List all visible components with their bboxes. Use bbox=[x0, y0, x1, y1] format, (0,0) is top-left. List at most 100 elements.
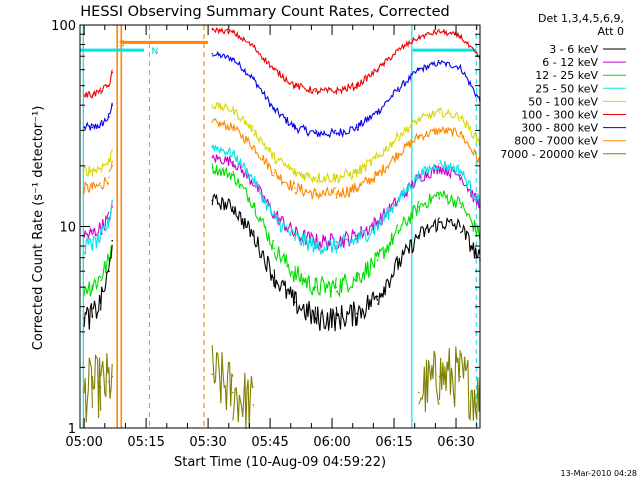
series-5-point-16 bbox=[418, 36, 420, 38]
series-2-segment-1 bbox=[91, 275, 102, 291]
series-8-point-7 bbox=[232, 391, 234, 394]
series-5-segment-17 bbox=[439, 28, 461, 39]
series-5-point-18 bbox=[459, 35, 461, 37]
series-2-point-2 bbox=[99, 276, 102, 279]
series-4-segment-17 bbox=[439, 107, 461, 122]
series-4-point-3 bbox=[108, 160, 110, 163]
series-4-point-12 bbox=[335, 176, 337, 179]
series-8-segment-0 bbox=[83, 357, 93, 423]
x-tick-label-1: 05:15 bbox=[127, 435, 164, 450]
series-0-point-18 bbox=[459, 225, 461, 228]
series-6-point-13 bbox=[356, 126, 358, 129]
series-4-segment-15 bbox=[397, 117, 420, 142]
series-0-point-3 bbox=[108, 270, 110, 273]
series-4-segment-10 bbox=[294, 168, 317, 184]
series-7-segment-10 bbox=[294, 181, 316, 200]
series-7-point-10 bbox=[294, 187, 296, 189]
series-3-segment-12 bbox=[335, 233, 358, 254]
series-2-point-12 bbox=[335, 286, 337, 288]
series-3-point-12 bbox=[335, 245, 337, 247]
series-6-segment-1 bbox=[92, 122, 102, 131]
series-2-segment-8 bbox=[253, 202, 275, 251]
series-7-point-7 bbox=[232, 126, 234, 129]
series-2-segment-0 bbox=[83, 281, 93, 297]
series-5-segment-14 bbox=[376, 48, 399, 73]
series-2-segment-10 bbox=[294, 265, 317, 296]
legend-entry-1: 6 - 12 keV bbox=[542, 56, 598, 69]
series-7-point-12 bbox=[335, 193, 337, 195]
series-0-segment-17 bbox=[439, 216, 461, 231]
series-1-point-6 bbox=[211, 156, 214, 159]
series-2-point-1 bbox=[91, 284, 94, 287]
series-7-point-9 bbox=[273, 171, 276, 174]
series-7-segment-16 bbox=[418, 127, 440, 142]
series-1-segment-7 bbox=[232, 161, 254, 187]
series-4 bbox=[83, 101, 481, 185]
series-2-point-16 bbox=[418, 206, 420, 208]
series-2-segment-6 bbox=[211, 163, 234, 180]
series-5-point-2 bbox=[99, 90, 102, 92]
x-tick-label-6: 06:30 bbox=[437, 435, 474, 450]
series-6-point-12 bbox=[335, 132, 337, 135]
series-7-segment-9 bbox=[273, 169, 296, 192]
series-5-segment-3 bbox=[108, 69, 113, 86]
series-7-segment-12 bbox=[335, 182, 358, 199]
x-tick-label-5: 06:15 bbox=[375, 435, 412, 450]
series-6-segment-14 bbox=[376, 86, 399, 116]
series-0-point-17 bbox=[438, 221, 441, 224]
series-3-segment-9 bbox=[273, 212, 296, 237]
series-1-point-12 bbox=[335, 240, 337, 243]
series-0-point-0 bbox=[83, 317, 85, 320]
series-6-segment-3 bbox=[108, 102, 113, 115]
series-1-segment-12 bbox=[335, 229, 358, 250]
series-7-point-2 bbox=[99, 184, 102, 187]
series-1-point-2 bbox=[99, 227, 102, 230]
series-1-point-13 bbox=[356, 234, 358, 237]
series-0-segment-9 bbox=[273, 269, 296, 307]
series-6-segment-8 bbox=[253, 76, 275, 111]
series-2-point-10 bbox=[294, 273, 296, 275]
series-7-point-17 bbox=[438, 129, 441, 132]
series-2 bbox=[83, 163, 481, 298]
series-4-segment-6 bbox=[211, 101, 234, 113]
series-4-point-13 bbox=[356, 171, 358, 174]
series-5-segment-16 bbox=[418, 28, 440, 41]
series-0-point-10 bbox=[294, 301, 296, 304]
series-8 bbox=[83, 345, 481, 429]
series-0-segment-8 bbox=[253, 230, 275, 287]
series-3-segment-13 bbox=[356, 222, 378, 245]
series-3-segment-8 bbox=[253, 175, 275, 216]
legend-entry-3: 25 - 50 keV bbox=[535, 82, 598, 95]
series-1-point-7 bbox=[232, 160, 234, 163]
series-3-segment-2 bbox=[100, 217, 110, 234]
series-2-point-14 bbox=[376, 259, 379, 262]
legend-entry-8: 7000 - 20000 keV bbox=[500, 148, 598, 161]
series-5-point-4 bbox=[111, 71, 114, 74]
series-4-segment-8 bbox=[253, 129, 275, 159]
series-6-segment-2 bbox=[100, 113, 110, 127]
series-6-segment-16 bbox=[418, 59, 440, 73]
series-5-point-15 bbox=[397, 49, 399, 51]
series-1-segment-1 bbox=[91, 222, 102, 239]
series-7-segment-3 bbox=[108, 160, 113, 173]
legend-header-line-2: Att 0 bbox=[598, 25, 624, 38]
series-3-point-17 bbox=[438, 162, 441, 165]
series-3-point-1 bbox=[91, 244, 94, 246]
legend-entry-6: 300 - 800 keV bbox=[521, 122, 598, 135]
series-6-point-8 bbox=[252, 78, 255, 80]
series-8-point-2 bbox=[99, 386, 102, 388]
series-3-point-16 bbox=[418, 174, 420, 176]
series-5-segment-0 bbox=[83, 90, 93, 99]
series-6-segment-15 bbox=[397, 66, 420, 93]
series-0-point-2 bbox=[99, 301, 102, 304]
series-0-point-12 bbox=[335, 317, 337, 320]
series-8-segment-6 bbox=[211, 345, 234, 411]
series-1-segment-18 bbox=[459, 175, 481, 209]
series-2-segment-11 bbox=[314, 275, 337, 298]
series-6-segment-17 bbox=[439, 60, 461, 71]
series-4-segment-11 bbox=[315, 171, 337, 185]
series-2-point-6 bbox=[211, 167, 214, 169]
series-4-point-1 bbox=[91, 169, 94, 172]
series-5-point-0 bbox=[83, 94, 85, 96]
x-tick-label-3: 05:45 bbox=[251, 435, 288, 450]
